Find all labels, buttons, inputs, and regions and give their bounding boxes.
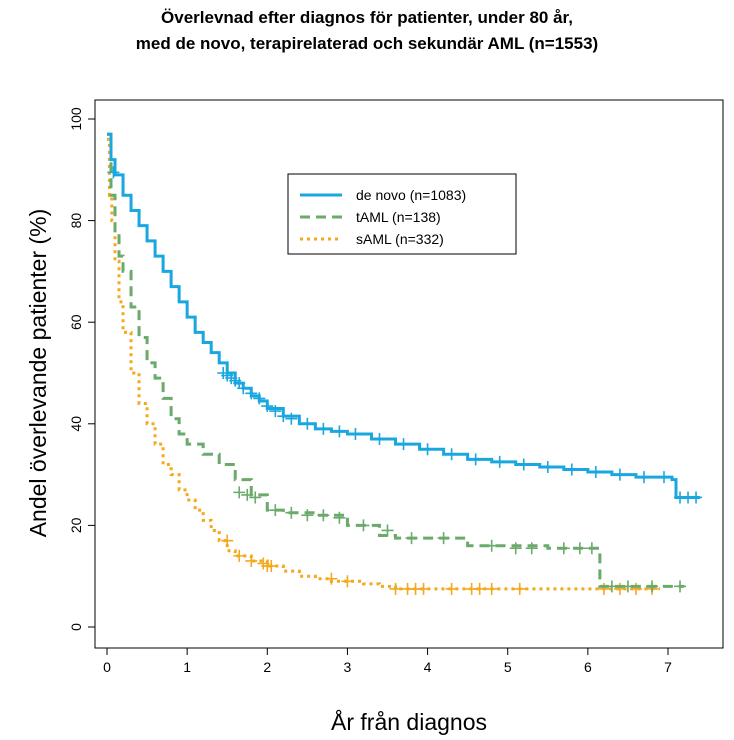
- censor-mark: [565, 463, 578, 476]
- censor-mark: [341, 575, 354, 588]
- censor-mark: [285, 412, 298, 425]
- censor-mark: [245, 554, 258, 567]
- y-tick-label-60: 60: [68, 314, 84, 330]
- censor-mark: [541, 460, 554, 473]
- censor-mark: [373, 433, 386, 446]
- series-2: [107, 137, 660, 595]
- x-tick-label-1: 1: [183, 659, 191, 675]
- y-tick-label-20: 20: [68, 517, 84, 533]
- y-axis: 0 20 40 60 80 100: [68, 107, 95, 631]
- x-tick-label-3: 3: [344, 659, 352, 675]
- censor-mark: [417, 582, 430, 595]
- censor-mark: [485, 539, 498, 552]
- series-1: [107, 132, 687, 593]
- censor-mark: [269, 504, 282, 517]
- censor-mark: [285, 506, 298, 519]
- x-tick-label-0: 0: [103, 659, 111, 675]
- series-layer: [107, 132, 703, 595]
- chart-title-line-2: med de novo, terapirelaterad och sekundä…: [135, 34, 599, 53]
- censor-mark: [317, 422, 330, 435]
- censor-mark: [349, 427, 362, 440]
- censor-mark: [221, 534, 234, 547]
- censor-mark: [233, 486, 246, 499]
- censor-mark: [513, 582, 526, 595]
- censor-mark: [637, 471, 650, 484]
- censor-mark: [233, 549, 246, 562]
- censor-mark: [389, 582, 402, 595]
- censor-mark: [421, 443, 434, 456]
- y-tick-label-100: 100: [68, 107, 84, 131]
- censor-mark: [613, 468, 626, 481]
- censor-mark: [357, 519, 370, 532]
- y-tick-label-0: 0: [68, 623, 84, 631]
- censor-mark: [509, 542, 522, 555]
- censor-mark: [437, 532, 450, 545]
- censor-mark: [469, 453, 482, 466]
- x-tick-label-2: 2: [263, 659, 271, 675]
- censor-mark: [473, 582, 486, 595]
- censor-mark: [525, 542, 538, 555]
- y-axis-title: Andel överlevande patienter (%): [25, 209, 51, 538]
- legend-label-0: de novo (n=1083): [356, 187, 466, 203]
- series-line-1: [107, 132, 685, 588]
- series-0: [107, 132, 703, 504]
- censor-mark: [333, 425, 346, 438]
- censor-mark: [690, 491, 703, 504]
- legend-box: [287, 173, 517, 255]
- censor-mark: [621, 580, 634, 593]
- censor-mark: [657, 471, 670, 484]
- censor-mark: [277, 410, 290, 423]
- censor-mark: [629, 582, 642, 595]
- plot-frame: [94, 99, 724, 649]
- censor-mark: [237, 382, 250, 395]
- censor-mark: [445, 448, 458, 461]
- y-tick-label-80: 80: [68, 213, 84, 229]
- censor-mark: [253, 392, 266, 405]
- censor-mark: [269, 405, 282, 418]
- x-tick-label-4: 4: [424, 659, 432, 675]
- censor-mark: [613, 582, 626, 595]
- censor-mark: [301, 417, 314, 430]
- censor-mark: [674, 580, 687, 593]
- legend-label-1: tAML (n=138): [356, 209, 441, 225]
- censor-mark: [261, 400, 274, 413]
- censor-mark: [301, 509, 314, 522]
- censor-mark: [597, 582, 610, 595]
- x-tick-label-6: 6: [584, 659, 592, 675]
- censor-mark: [493, 455, 506, 468]
- censor-mark: [445, 582, 458, 595]
- censor-mark: [585, 542, 598, 555]
- censor-mark: [573, 542, 586, 555]
- x-tick-label-5: 5: [504, 659, 512, 675]
- legend: de novo (n=1083) tAML (n=138) sAML (n=332): [287, 173, 517, 255]
- censor-mark: [333, 511, 346, 524]
- censor-mark: [605, 580, 618, 593]
- censor-mark: [249, 491, 262, 504]
- censor-mark: [381, 524, 394, 537]
- censor-mark: [397, 438, 410, 451]
- x-axis: 0 1 2 3 4 5 6 7: [103, 648, 672, 675]
- censor-mark: [517, 458, 530, 471]
- censor-mark: [645, 580, 658, 593]
- censor-mark: [589, 466, 602, 479]
- censor-mark: [557, 542, 570, 555]
- censor-mark: [265, 560, 278, 573]
- legend-label-2: sAML (n=332): [356, 231, 444, 247]
- censor-mark: [107, 166, 120, 179]
- censor-mark: [241, 488, 254, 501]
- x-axis-title: År från diagnos: [331, 708, 487, 735]
- chart-title-line-1: Överlevnad efter diagnos för patienter, …: [161, 8, 573, 27]
- censor-mark: [325, 572, 338, 585]
- censor-mark: [485, 582, 498, 595]
- y-tick-label-40: 40: [68, 416, 84, 432]
- censor-mark: [405, 532, 418, 545]
- x-tick-label-7: 7: [664, 659, 672, 675]
- censor-mark: [317, 509, 330, 522]
- censor-mark: [245, 387, 258, 400]
